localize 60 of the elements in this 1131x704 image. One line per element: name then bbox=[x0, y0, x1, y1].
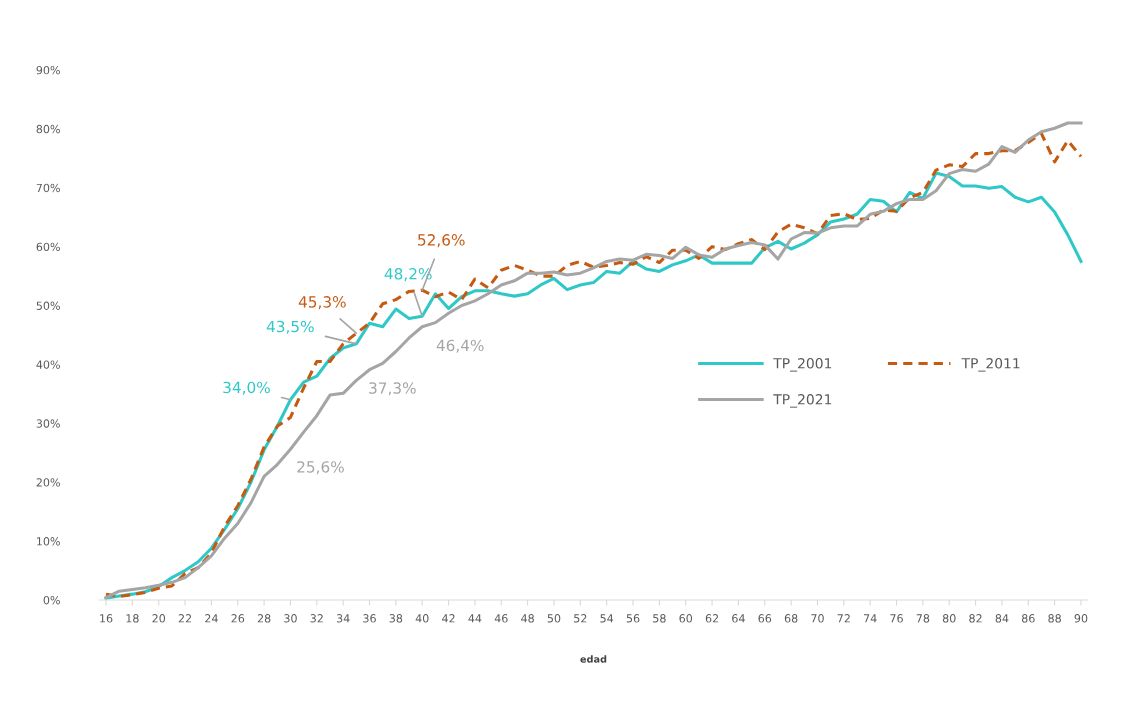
x-tick-label: 58 bbox=[653, 614, 666, 623]
x-tick-label: 62 bbox=[705, 614, 719, 623]
x-tick-label: 22 bbox=[178, 614, 192, 623]
y-tick-label: 90% bbox=[36, 65, 60, 75]
x-tick-label: 32 bbox=[310, 614, 323, 623]
x-tick-label: 54 bbox=[600, 614, 614, 623]
x-tick-label: 18 bbox=[126, 614, 139, 623]
annotation: 37,3% bbox=[369, 382, 416, 396]
legend-label: TP_2001 bbox=[773, 358, 832, 372]
legend-label: TP_2011 bbox=[961, 358, 1020, 372]
annotation: 43,5% bbox=[266, 320, 314, 334]
x-axis-title: edad bbox=[580, 655, 607, 663]
y-tick-label: 20% bbox=[36, 478, 60, 487]
x-tick-label: 42 bbox=[442, 614, 455, 623]
x-tick-label: 86 bbox=[1021, 614, 1035, 623]
x-tick-label: 40 bbox=[415, 614, 429, 623]
x-tick-label: 48 bbox=[521, 614, 534, 623]
x-tick-label: 68 bbox=[784, 614, 798, 623]
annotation: 34,0% bbox=[223, 381, 270, 395]
x-tick-label: 64 bbox=[732, 614, 745, 623]
x-tick-label: 34 bbox=[336, 614, 350, 623]
x-tick-label: 88 bbox=[1048, 614, 1061, 623]
y-tick-label: 10% bbox=[37, 537, 60, 546]
annotation: 52,6% bbox=[418, 234, 465, 248]
x-tick-label: 30 bbox=[284, 614, 297, 623]
x-tick-label: 24 bbox=[205, 614, 218, 623]
legend-label: TP_2021 bbox=[773, 394, 832, 408]
x-tick-label: 28 bbox=[257, 614, 271, 623]
y-tick-label: 70% bbox=[36, 183, 60, 193]
x-tick-label: 82 bbox=[969, 614, 982, 623]
x-tick-label: 66 bbox=[758, 614, 772, 623]
x-tick-label: 36 bbox=[363, 614, 376, 623]
y-tick-label: 30% bbox=[36, 419, 60, 428]
x-tick-label: 60 bbox=[679, 614, 693, 623]
annotation: 46,4% bbox=[436, 339, 484, 353]
annotation: 45,3% bbox=[298, 296, 346, 310]
x-tick-label: 78 bbox=[916, 614, 930, 623]
x-tick-label: 50 bbox=[547, 614, 561, 623]
y-tick-label: 0% bbox=[43, 595, 60, 605]
y-tick-label: 80% bbox=[36, 124, 60, 134]
x-tick-label: 46 bbox=[494, 614, 508, 623]
x-tick-label: 80 bbox=[942, 614, 956, 623]
x-tick-label: 90 bbox=[1074, 614, 1088, 623]
x-tick-label: 74 bbox=[864, 614, 877, 623]
x-tick-label: 76 bbox=[890, 614, 903, 623]
y-tick-label: 60% bbox=[36, 242, 60, 252]
x-tick-label: 84 bbox=[995, 614, 1009, 623]
x-tick-label: 44 bbox=[468, 614, 482, 623]
y-tick-label: 40% bbox=[36, 360, 60, 369]
x-tick-label: 56 bbox=[626, 614, 640, 623]
x-tick-label: 26 bbox=[231, 614, 245, 623]
annotation: 48,2% bbox=[384, 268, 432, 282]
y-tick-label: 50% bbox=[36, 301, 60, 310]
annotation: 25,6% bbox=[297, 461, 344, 475]
x-tick-label: 70 bbox=[811, 614, 824, 623]
x-tick-label: 20 bbox=[152, 614, 166, 623]
x-tick-label: 72 bbox=[837, 614, 850, 623]
x-tick-label: 16 bbox=[100, 614, 113, 623]
x-tick-label: 38 bbox=[389, 614, 403, 623]
x-tick-label: 52 bbox=[574, 614, 587, 623]
